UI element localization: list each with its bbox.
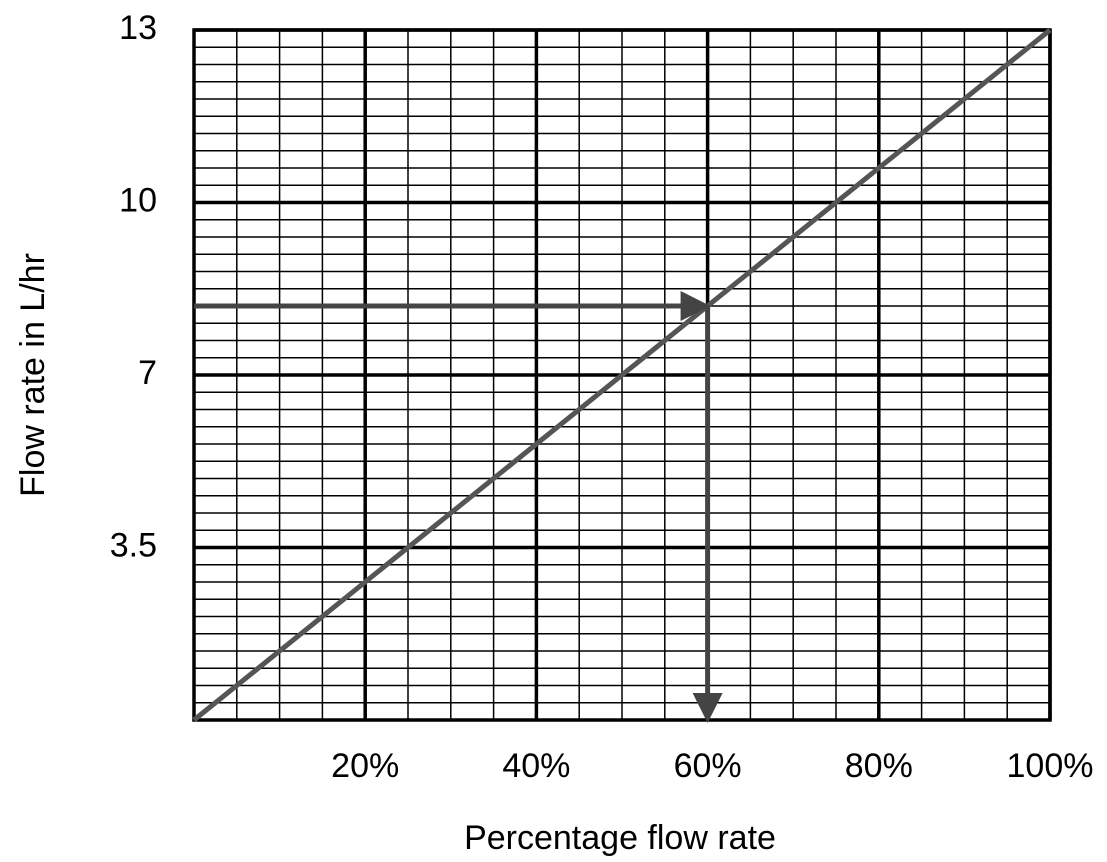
y-axis-label: Flow rate in L/hr xyxy=(14,253,52,497)
plot-frame xyxy=(192,28,1052,722)
y-tick-label: 10 xyxy=(119,181,157,219)
x-tick-label: 100% xyxy=(1007,747,1094,785)
y-tick-label: 13 xyxy=(119,9,157,47)
y-tick-label: 7 xyxy=(138,354,157,392)
line xyxy=(192,28,1052,722)
x-axis-label: Percentage flow rate xyxy=(464,819,776,857)
x-tick-label: 40% xyxy=(502,747,570,785)
x-tick-label: 60% xyxy=(674,747,742,785)
x-tick-label: 20% xyxy=(331,747,399,785)
y-tick-label: 3.5 xyxy=(110,526,157,564)
x-tick-label: 80% xyxy=(845,747,913,785)
